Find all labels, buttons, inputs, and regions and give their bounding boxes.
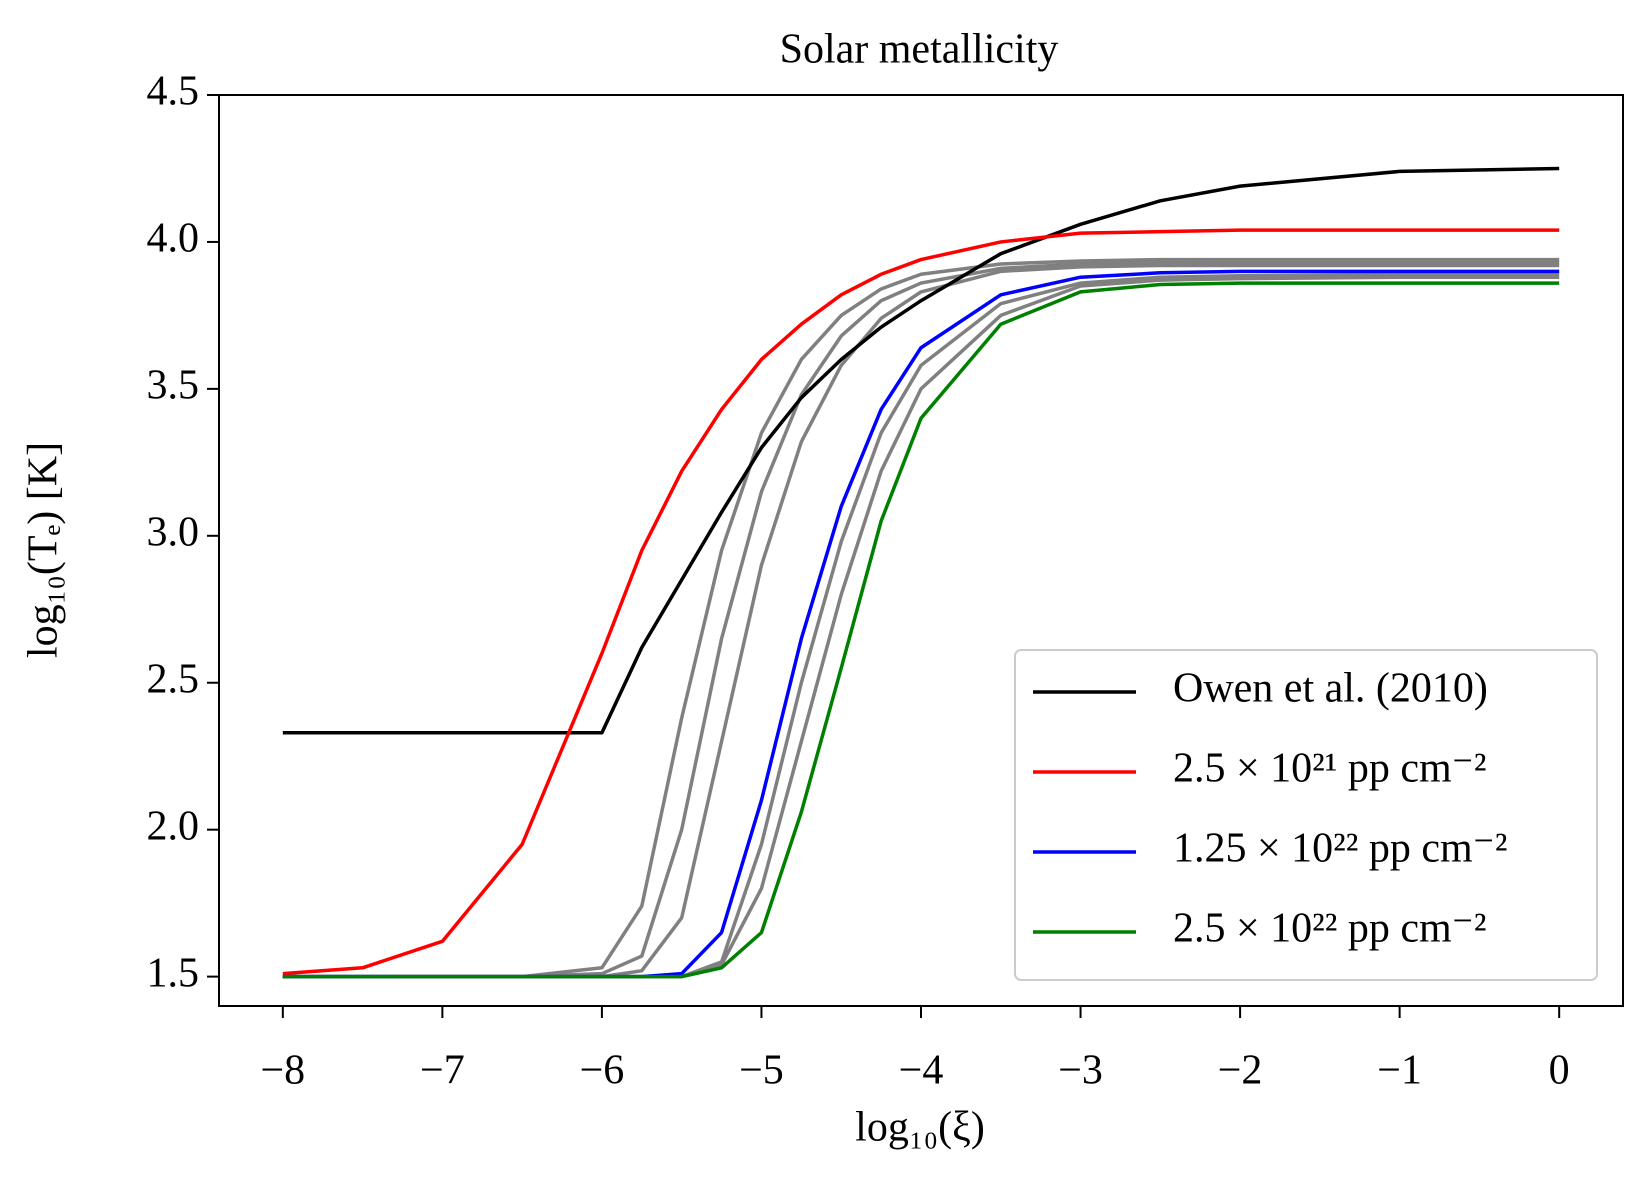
line xyxy=(282,228,1560,976)
x-tick-label: −2 xyxy=(1218,1048,1263,1094)
y-tick-label: 4.0 xyxy=(147,216,200,262)
legend-label: 2.5 × 10²² pp cm⁻² xyxy=(1173,906,1486,952)
y-axis-label: log₁₀(Tₑ) [K] xyxy=(21,442,67,658)
x-tick-label: −4 xyxy=(899,1048,944,1094)
y-tick-label: 3.5 xyxy=(147,363,200,409)
line xyxy=(282,166,1560,735)
y-tick-label: 3.0 xyxy=(147,509,200,555)
x-tick-label: −3 xyxy=(1058,1048,1103,1094)
legend-box xyxy=(1014,649,1598,981)
x-tick-label: −7 xyxy=(420,1048,465,1094)
line xyxy=(282,281,1560,979)
x-axis-label: log₁₀(ξ) xyxy=(855,1105,985,1151)
x-tick-label: −6 xyxy=(580,1048,625,1094)
x-tick-label: −8 xyxy=(260,1048,305,1094)
legend-label: Owen et al. (2010) xyxy=(1173,666,1488,712)
chart-title: Solar metallicity xyxy=(780,27,1059,73)
y-tick-label: 2.5 xyxy=(147,656,200,702)
legend-label: 2.5 × 10²¹ pp cm⁻² xyxy=(1173,746,1486,792)
y-tick-label: 1.5 xyxy=(147,950,200,996)
y-tick-label: 4.5 xyxy=(147,69,200,115)
plot-frame xyxy=(218,94,1624,1007)
legend-label: 1.25 × 10²² pp cm⁻² xyxy=(1173,826,1507,872)
x-tick-label: −5 xyxy=(739,1048,784,1094)
x-tick-label: −1 xyxy=(1377,1048,1422,1094)
y-tick-label: 2.0 xyxy=(147,803,200,849)
x-tick-label: 0 xyxy=(1549,1048,1570,1094)
